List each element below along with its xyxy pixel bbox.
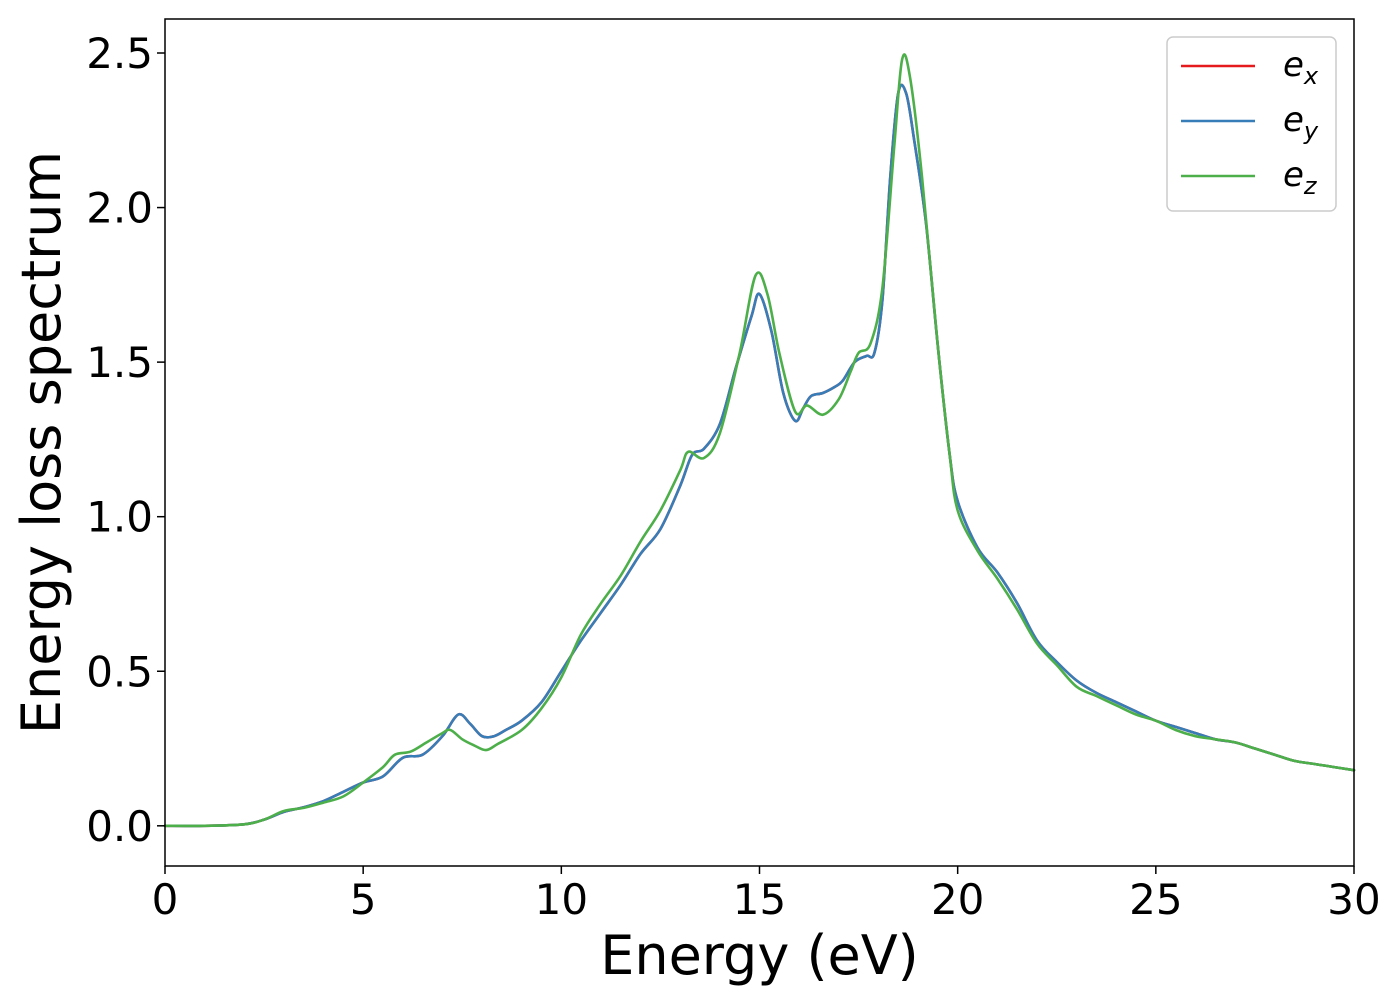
x-tick-label: 20 (931, 875, 984, 924)
series-line-z (163, 53, 1356, 828)
x-tick-label: 15 (733, 875, 786, 924)
y-tick-label: 2.0 (86, 184, 153, 233)
x-axis-title: Energy (eV) (600, 924, 919, 987)
x-tick-label: 5 (350, 875, 377, 924)
y-tick-label: 2.5 (86, 29, 153, 78)
x-tick-label: 0 (152, 875, 179, 924)
x-ticks: 0 5 10 15 20 25 30 (152, 866, 1381, 924)
y-tick-label: 0.0 (86, 802, 153, 851)
y-tick-label: 1.0 (86, 493, 153, 542)
x-tick-label: 30 (1327, 875, 1380, 924)
x-tick-label: 10 (535, 875, 588, 924)
y-axis-title: Energy loss spectrum (10, 151, 73, 734)
y-ticks: 0.0 0.5 1.0 1.5 2.0 2.5 (86, 29, 165, 851)
y-tick-label: 0.5 (86, 647, 153, 696)
y-tick-label: 1.5 (86, 338, 153, 387)
series-layer (163, 53, 1356, 828)
x-tick-label: 25 (1129, 875, 1182, 924)
legend-box (1166, 36, 1337, 212)
